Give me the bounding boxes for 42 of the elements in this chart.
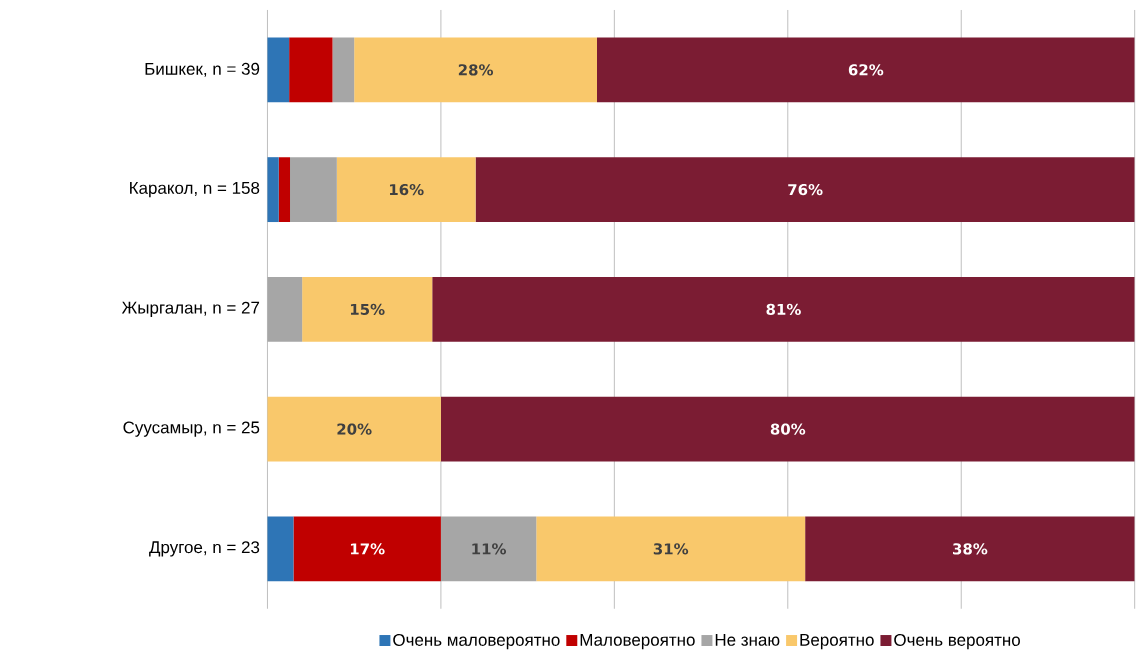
bar [354, 37, 597, 103]
y-tick-label: Каракол, n = 158 [130, 182, 260, 198]
data-label: 16% [389, 184, 424, 196]
bar [475, 157, 1135, 223]
legend-label: Не знаю [715, 634, 780, 647]
bar [278, 157, 291, 223]
bar [289, 37, 333, 103]
data-label: 62% [848, 64, 884, 76]
data-label: 80% [770, 423, 806, 435]
legend-label: Очень вероятно [894, 634, 1020, 650]
y-tick-label: Суусамыр, n = 25 [123, 421, 260, 437]
bar [597, 37, 1135, 103]
bar [267, 157, 279, 223]
legend-label: Маловероятно [580, 634, 695, 650]
bar [805, 516, 1135, 582]
y-tick-label: Другое, n = 23 [149, 541, 260, 557]
bar [536, 516, 806, 582]
data-label: 38% [953, 543, 988, 555]
bar [432, 277, 1135, 342]
data-label: 28% [458, 64, 494, 76]
y-tick-label: Бишкек, n = 39 [145, 63, 260, 78]
bar [267, 37, 290, 103]
bar [440, 396, 1135, 462]
data-label: 17% [350, 543, 385, 555]
data-label: 15% [350, 303, 385, 316]
bar [302, 277, 433, 342]
y-tick-label: Жыргалан, n = 27 [121, 301, 260, 318]
legend-label: Очень маловероятно [393, 634, 560, 650]
data-label: 31% [653, 543, 689, 555]
bar [267, 516, 294, 582]
bar [293, 516, 441, 582]
bar [267, 396, 441, 462]
bar [336, 157, 476, 223]
bar [440, 516, 537, 582]
bar [267, 277, 303, 342]
bar [332, 37, 355, 103]
legend-label: Вероятно [800, 634, 874, 650]
data-label: 11% [472, 543, 507, 555]
data-label: 20% [337, 423, 372, 435]
bar [290, 157, 337, 223]
data-label: 81% [766, 303, 801, 316]
data-label: 76% [788, 184, 823, 196]
